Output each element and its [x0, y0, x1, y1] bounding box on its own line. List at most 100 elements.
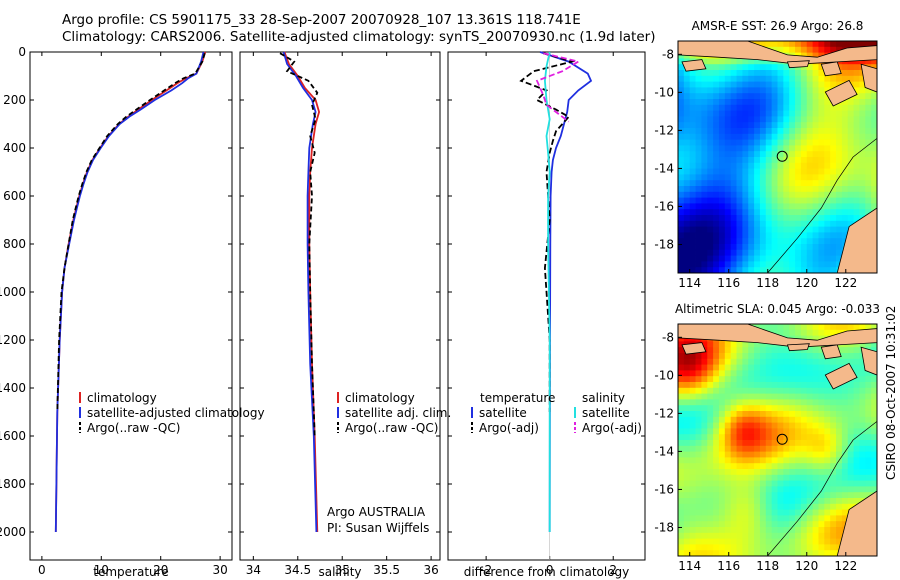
sla_map-field-cell: [765, 428, 773, 435]
sla_map-field-cell: [800, 503, 808, 510]
sla_map-field-cell: [806, 329, 814, 336]
sst_map-field-cell: [847, 104, 854, 111]
sst_map-field-cell: [818, 238, 825, 245]
sst_map-field-cell: [859, 104, 866, 111]
sst_map-field-cell: [765, 215, 773, 222]
sst_map-field-cell: [771, 104, 778, 111]
sla_map-field-cell: [800, 440, 808, 447]
sst_map-field-cell: [865, 174, 872, 181]
sla_map-field-cell: [678, 527, 685, 534]
sla_map-field-cell: [836, 469, 843, 476]
sst_map-field-cell: [713, 215, 720, 222]
sst_map-field-cell: [724, 261, 732, 268]
sla_map-field-cell: [853, 370, 860, 377]
sst_map-field-cell: [812, 70, 819, 77]
sst_map-field-cell: [771, 249, 778, 256]
sla_map-field-cell: [724, 480, 732, 487]
sla_map-landmass: [681, 342, 707, 355]
sla_map-field-cell: [771, 416, 778, 423]
sst_map-field-cell: [806, 139, 814, 146]
sla_map-field-cell: [713, 440, 720, 447]
sla_map-field-cell: [695, 532, 702, 539]
sla_map-field-cell: [806, 358, 814, 365]
sst_map-field-cell: [678, 226, 685, 233]
sla_map-field-cell: [806, 550, 814, 557]
sla_map-field-cell: [800, 492, 808, 499]
sst_map-field-cell: [853, 209, 860, 216]
sst_map-field-cell: [800, 168, 808, 175]
sst_map-field-cell: [859, 186, 866, 193]
sst_map-field-cell: [800, 41, 808, 48]
sst_map-field-cell: [830, 186, 837, 193]
sst_map-field-cell: [683, 99, 691, 106]
sst_map-field-cell: [853, 139, 860, 146]
sst_map-field-cell: [678, 99, 685, 106]
sla_map-field-cell: [707, 503, 714, 510]
sla_map-field-cell: [718, 463, 726, 470]
sst_map-field-cell: [707, 139, 714, 146]
temperature-panel: 0102030020040060080010001200140016001800…: [0, 45, 233, 579]
sst_map-field-cell: [695, 104, 702, 111]
sla_map-field-cell: [765, 463, 773, 470]
sla_map-field-cell: [783, 358, 790, 365]
sla_map-field-cell: [683, 353, 691, 360]
sst_map-field-cell: [871, 64, 878, 71]
sla_map-field-cell: [713, 422, 720, 429]
sla_map-field-cell: [754, 434, 761, 441]
sst_map-field-cell: [748, 104, 755, 111]
sst_map-field-cell: [748, 174, 755, 181]
sst_map-field-cell: [812, 261, 819, 268]
sla_map-field-cell: [806, 370, 814, 377]
sla_map-field-cell: [748, 382, 755, 389]
sst_map-field-cell: [795, 209, 802, 216]
sst_map-field-cell: [765, 75, 773, 82]
sst_map-field-cell: [678, 215, 685, 222]
temperature-ytick-label: 1400: [0, 381, 26, 395]
sla_map-field-cell: [800, 329, 808, 336]
sla_map-field-cell: [748, 445, 755, 452]
sst_map-field-cell: [683, 232, 691, 239]
sla_map-field-cell: [871, 382, 878, 389]
sla_map-field-cell: [689, 434, 696, 441]
sst_map-field-cell: [800, 209, 808, 216]
sla_map-field-cell: [736, 515, 743, 522]
sla_map-field-cell: [865, 370, 872, 377]
sst_map-field-cell: [824, 220, 831, 227]
sst_map-field-cell: [777, 267, 784, 274]
sst_map-field-cell: [713, 203, 720, 210]
sla_map-field-cell: [818, 509, 825, 516]
sla_map-field-cell: [818, 521, 825, 528]
sst_map-field-cell: [853, 157, 860, 164]
sla_map-field-cell: [824, 474, 831, 481]
sst_map-field-cell: [771, 110, 778, 117]
sla_map-field-cell: [871, 324, 878, 331]
sst_map-field-cell: [806, 70, 814, 77]
sla_map-field-cell: [859, 358, 866, 365]
sla_map-field-cell: [824, 387, 831, 394]
sla_map-field-cell: [830, 364, 837, 371]
sla_map-field-cell: [678, 370, 685, 377]
sla_map-field-cell: [795, 364, 802, 371]
sla_map-field-cell: [730, 399, 737, 406]
sst_map-field-cell: [736, 244, 743, 251]
sst_map-field-cell: [841, 99, 849, 106]
sst_map-field-cell: [730, 168, 737, 175]
sla_map-field-cell: [812, 457, 819, 464]
sst_map-field-cell: [695, 87, 702, 94]
sla_map-field-cell: [789, 416, 796, 423]
sla_map-field-cell: [736, 538, 743, 545]
sla_map-field-cell: [841, 399, 849, 406]
sst_map-ytick-label: -14: [654, 161, 674, 175]
sst_map-field-cell: [841, 157, 849, 164]
sla_map-field-cell: [789, 486, 796, 493]
sla_map-field-cell: [777, 451, 784, 458]
sla_map-field-cell: [754, 538, 761, 545]
sst_map-xtick-label: 116: [717, 276, 740, 290]
sst_map-field-cell: [871, 197, 878, 204]
sla_map-field-cell: [707, 527, 714, 534]
sla_map-field-cell: [859, 411, 866, 418]
sst_map-landmass: [681, 59, 707, 72]
sla_map-field-cell: [847, 434, 854, 441]
sst_map-field-cell: [818, 104, 825, 111]
temperature-ytick-label: 600: [3, 189, 26, 203]
